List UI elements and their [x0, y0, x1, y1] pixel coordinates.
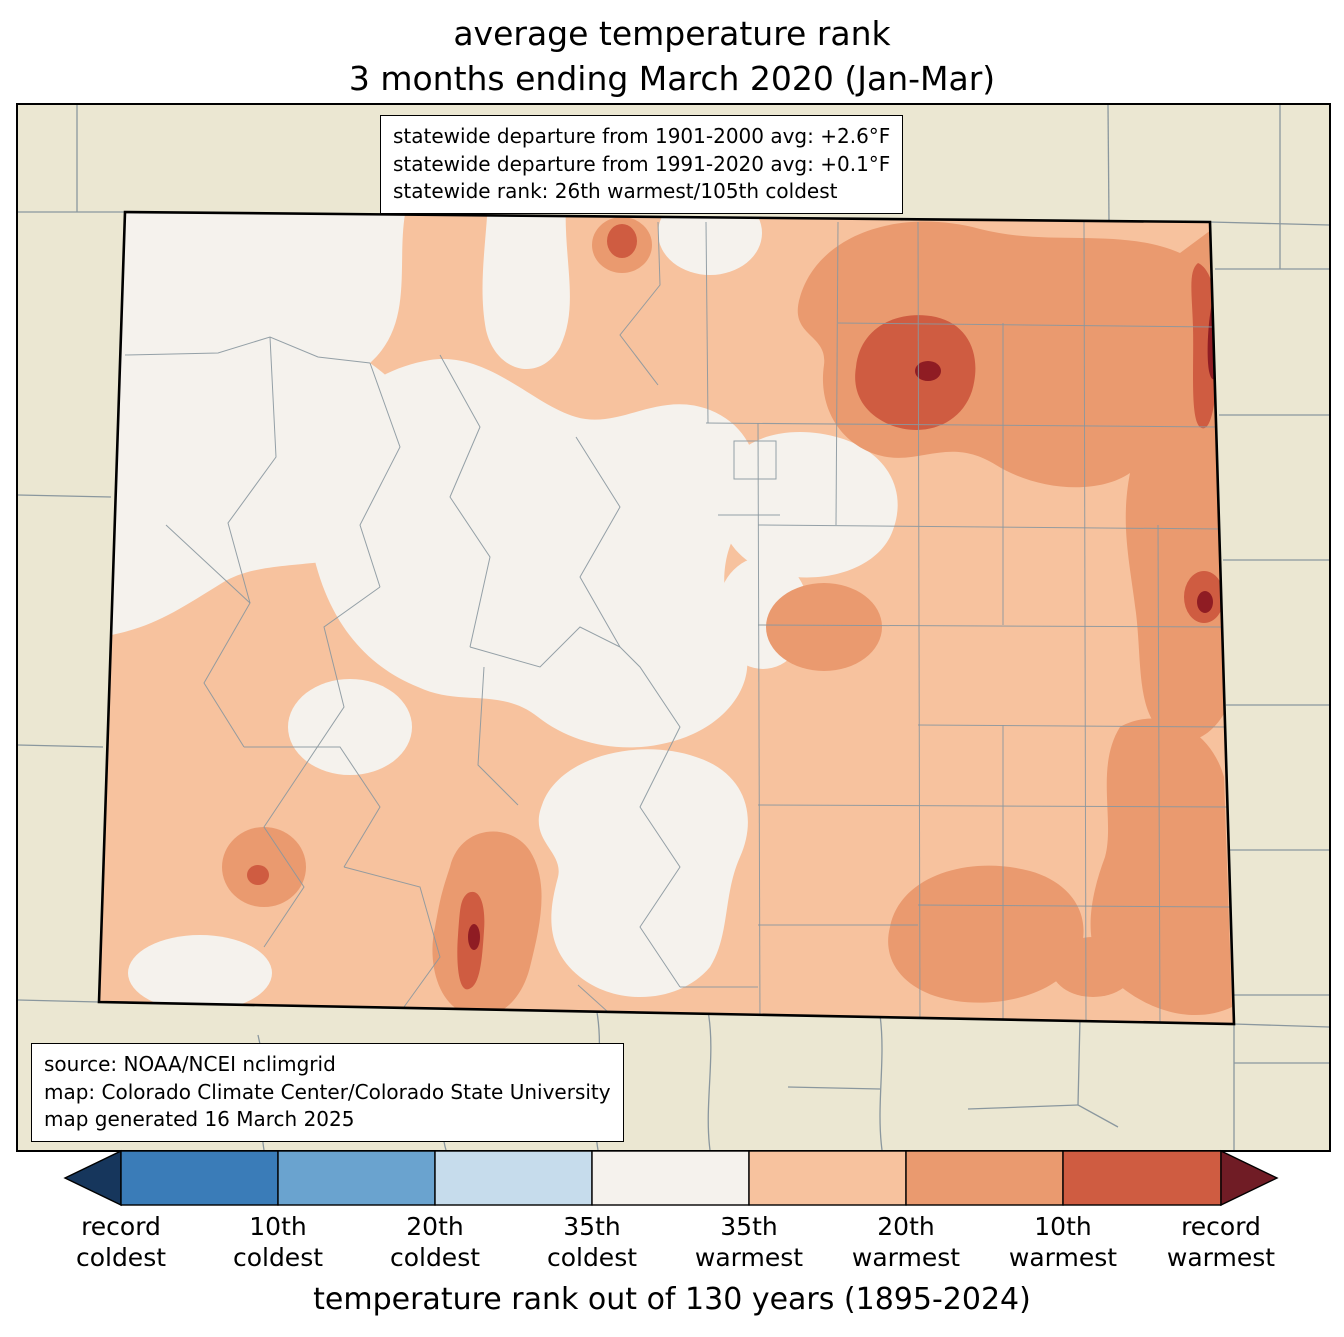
source-line: source: NOAA/NCEI nclimgrid: [44, 1052, 336, 1076]
stats-line-departure-1901-2000: statewide departure from 1901-2000 avg: …: [393, 124, 891, 148]
legend-label-35th-coldest: 35th coldest: [546, 1212, 638, 1272]
map-title-line1: average temperature rank: [453, 14, 891, 53]
legend-label-20th-coldest: 20th coldest: [389, 1212, 481, 1272]
source-attribution-box: source: NOAA/NCEI nclimgrid map: Colorad…: [31, 1043, 624, 1142]
warm-band-10th: [1062, 1150, 1222, 1206]
near-normal-regions: [99, 212, 898, 1011]
colorado-state-boundary: [97, 210, 1236, 1026]
map-frame: statewide departure from 1901-2000 avg: …: [16, 103, 1331, 1152]
neighbor-state-county-lines: [18, 105, 1329, 1150]
rank-colorbar: [63, 1149, 1279, 1207]
record-coldest-arrow: [63, 1149, 122, 1207]
colorado-temperature-map: [18, 105, 1329, 1150]
legend-label-record-coldest: record coldest: [75, 1212, 167, 1272]
stats-line-departure-1991-2020: statewide departure from 1991-2020 avg: …: [393, 151, 891, 176]
warm-band-20th: [905, 1150, 1064, 1206]
map-title-line2: 3 months ending March 2020 (Jan-Mar): [348, 58, 996, 98]
map-credit-line: map: Colorado Climate Center/Colorado St…: [44, 1079, 611, 1104]
record-warmest-arrow: [1220, 1149, 1279, 1207]
state-fill-regions: [99, 212, 1234, 1024]
colorbar-caption: temperature rank out of 130 years (1895-…: [313, 1282, 1031, 1317]
legend-label-10th-warmest: 10th warmest: [1008, 1212, 1118, 1272]
near-normal-band: [591, 1150, 750, 1206]
cold-band-20th: [277, 1150, 436, 1206]
legend-label-record-warmest: record warmest: [1166, 1212, 1276, 1272]
county-lines: [124, 221, 1231, 1024]
legend-label-35th-warmest: 35th warmest: [694, 1212, 804, 1272]
legend-label-20th-warmest: 20th warmest: [851, 1212, 961, 1272]
warm-band-35th: [748, 1150, 907, 1206]
generated-date-line: map generated 16 March 2025: [44, 1107, 355, 1132]
legend-label-10th-coldest: 10th coldest: [232, 1212, 324, 1272]
map-title: average temperature rank 3 months ending…: [0, 12, 1344, 101]
cold-band-35th: [434, 1150, 593, 1206]
statewide-stats-box: statewide departure from 1901-2000 avg: …: [380, 115, 904, 214]
cold-band-10th: [120, 1150, 279, 1206]
stats-line-rank: statewide rank: 26th warmest/105th colde…: [393, 179, 838, 204]
